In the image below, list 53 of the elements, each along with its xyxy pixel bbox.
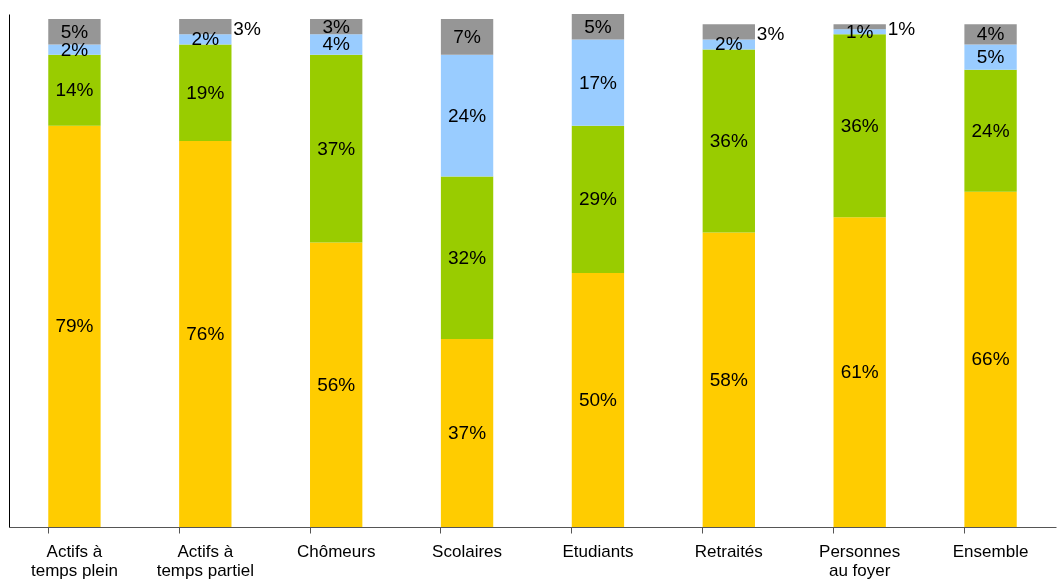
data-label: 14%: [55, 79, 94, 101]
data-label: 3%: [756, 22, 785, 44]
x-tick-label: Actifs à temps plein: [30, 541, 118, 580]
bar: [440, 339, 494, 527]
data-label: 24%: [448, 104, 487, 126]
bar: [571, 125, 625, 274]
bar: [964, 69, 1017, 192]
data-label: 5%: [584, 15, 612, 37]
data-label: 17%: [578, 71, 618, 93]
bar: [964, 191, 1017, 527]
data-label: 61%: [840, 361, 879, 383]
data-label: 24%: [971, 119, 1010, 141]
bar: [48, 125, 101, 527]
bar: [48, 54, 101, 126]
x-tick-label: Chômeurs: [296, 541, 376, 561]
data-label: 3%: [233, 17, 261, 39]
x-tick-label: Etudiants: [562, 541, 634, 561]
data-label: 7%: [453, 25, 481, 47]
data-label: 58%: [709, 368, 748, 390]
bar: [702, 232, 755, 527]
x-tick-label: Retraités: [694, 541, 763, 561]
bar: [833, 217, 886, 527]
data-label: 1%: [887, 17, 916, 39]
data-label: 37%: [448, 422, 487, 444]
bar: [571, 273, 625, 527]
bar: [702, 49, 755, 233]
data-label: 5%: [976, 46, 1005, 68]
x-tick-label: Scolaires: [432, 541, 503, 561]
bar: [440, 19, 494, 55]
data-label: 79%: [55, 315, 94, 337]
bar: [179, 44, 232, 141]
x-tick-label: Ensemble: [952, 541, 1029, 561]
data-label: 66%: [971, 348, 1010, 370]
x-tick-label: Personnes au foyer: [819, 541, 901, 580]
data-label: 32%: [448, 246, 487, 268]
data-label: 50%: [578, 389, 618, 411]
data-label: 56%: [317, 373, 356, 395]
data-label: 19%: [186, 81, 225, 103]
bar: [440, 54, 494, 177]
bar: [440, 176, 494, 340]
bar: [571, 39, 625, 126]
data-label: 76%: [186, 322, 225, 344]
bar: [179, 140, 232, 527]
data-label: 2%: [715, 33, 743, 55]
data-label: 4%: [976, 23, 1005, 45]
x-tick-label: Actifs à temps partiel: [156, 541, 254, 580]
bar: [310, 242, 363, 527]
data-label: 37%: [317, 137, 356, 159]
data-label: 36%: [840, 114, 879, 136]
data-label: 29%: [578, 188, 618, 210]
data-label: 2%: [191, 28, 220, 50]
bar: [310, 54, 363, 243]
data-label: 36%: [709, 129, 748, 151]
